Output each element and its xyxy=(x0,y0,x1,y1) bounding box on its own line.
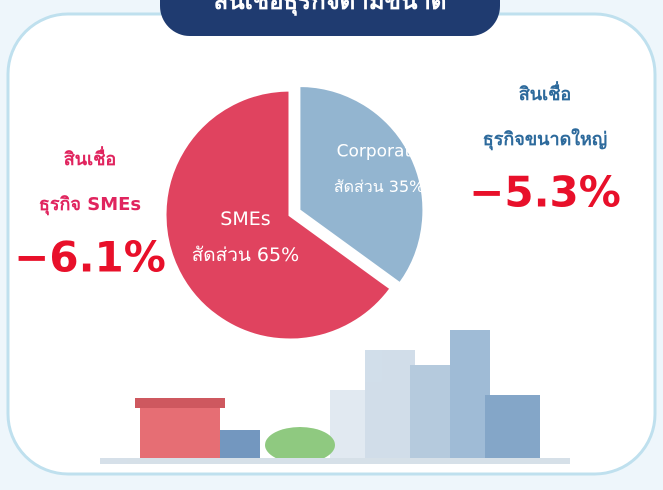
slice-name: SMEs xyxy=(220,208,270,230)
annotation-line: ธุรกิจ SMEs xyxy=(39,194,141,216)
slice-label: สัดส่วน 65% xyxy=(192,244,299,266)
annotation-line: สินเชื่อ xyxy=(519,81,571,105)
chart: สินเชื่อธุรกิจตามขนาด Corporate สัดส่วน 3… xyxy=(0,0,663,486)
chart-title: สินเชื่อธุรกิจตามขนาด xyxy=(214,0,447,17)
annotation-value: −5.3% xyxy=(469,168,621,217)
page: {"chart_data": {"type": "pie", "title": … xyxy=(0,0,663,486)
annotation-line: ธุรกิจขนาดใหญ่ xyxy=(483,128,608,151)
annotation-value: −6.1% xyxy=(14,233,166,282)
annotation-line: สินเชื่อ xyxy=(64,146,116,170)
slice-label: สัดส่วน 35% xyxy=(334,177,425,196)
slice-name: Corporate xyxy=(337,142,422,162)
